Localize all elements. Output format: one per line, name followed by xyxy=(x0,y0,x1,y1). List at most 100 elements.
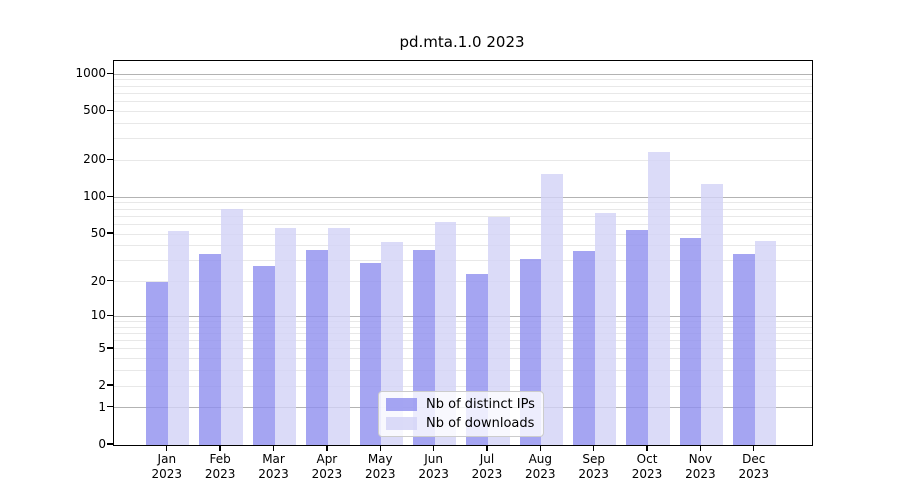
minor-gridline xyxy=(114,79,812,81)
bar-downloads-oct xyxy=(648,151,670,445)
chart-title: pd.mta.1.0 2023 xyxy=(399,33,525,51)
minor-gridline xyxy=(114,358,812,360)
major-gridline xyxy=(114,315,812,317)
x-tick-mark xyxy=(753,446,755,451)
x-tick-label: Jan 2023 xyxy=(151,452,183,481)
y-tick-label: 0 xyxy=(98,437,106,451)
legend-entry-downloads: Nb of downloads xyxy=(386,416,543,431)
bar-downloads-jul xyxy=(487,217,510,445)
y-tick-mark xyxy=(107,109,113,112)
y-tick-mark xyxy=(107,72,113,74)
y-tick-mark xyxy=(107,347,113,349)
y-tick-label: 500 xyxy=(83,103,106,118)
y-tick-mark xyxy=(107,443,113,445)
y-tick-label: 1000 xyxy=(75,66,106,81)
x-tick-label: Nov 2023 xyxy=(685,452,716,481)
major-gridline xyxy=(114,73,812,75)
bar-downloads-nov xyxy=(701,184,724,445)
minor-gridline xyxy=(114,138,812,140)
major-gridline xyxy=(114,196,812,198)
minor-gridline xyxy=(114,233,812,235)
minor-gridline xyxy=(114,340,812,342)
y-tick-label: 20 xyxy=(90,273,106,288)
y-tick-label: 100 xyxy=(83,189,106,204)
legend-label-distinct-ips: Nb of distinct IPs xyxy=(426,397,535,413)
x-tick-mark xyxy=(166,446,168,451)
minor-gridline xyxy=(114,202,812,204)
bar-downloads-jun xyxy=(434,221,457,445)
y-tick-label: 2 xyxy=(98,378,106,393)
x-tick-label: Dec 2023 xyxy=(738,452,770,481)
minor-gridline xyxy=(114,370,812,372)
minor-gridline xyxy=(114,332,812,334)
x-tick-label: Jul 2023 xyxy=(471,452,503,481)
minor-gridline xyxy=(114,122,812,124)
y-tick-mark xyxy=(107,279,113,282)
legend: Nb of distinct IPs Nb of downloads xyxy=(378,391,544,437)
legend-label-downloads: Nb of downloads xyxy=(426,415,535,431)
bar-distinct-ips-apr xyxy=(306,249,328,445)
x-tick-label: Feb 2023 xyxy=(204,452,236,481)
y-tick-mark xyxy=(107,195,113,198)
bar-downloads-jan xyxy=(167,230,190,445)
x-tick-mark xyxy=(379,446,381,451)
plot-area xyxy=(113,60,813,446)
bar-distinct-ips-may xyxy=(359,262,382,445)
x-tick-mark xyxy=(272,446,275,451)
x-tick-label: Oct 2023 xyxy=(631,452,663,481)
y-tick-mark xyxy=(107,158,113,161)
bar-downloads-aug xyxy=(541,174,563,445)
minor-gridline xyxy=(114,215,812,217)
bar-downloads-dec xyxy=(754,240,777,445)
y-tick-mark xyxy=(107,384,113,386)
y-tick-label: 1 xyxy=(98,399,106,414)
x-tick-mark xyxy=(486,446,488,451)
x-tick-mark xyxy=(646,446,648,451)
x-tick-label: Sep 2023 xyxy=(578,452,609,481)
minor-gridline xyxy=(114,348,812,350)
minor-gridline xyxy=(114,208,812,210)
x-tick-label: Aug 2023 xyxy=(525,452,556,481)
bar-distinct-ips-feb xyxy=(199,254,222,445)
legend-swatch-distinct-ips xyxy=(386,398,417,412)
bar-downloads-mar xyxy=(274,228,297,445)
x-tick-label: Jun 2023 xyxy=(418,452,449,481)
bar-distinct-ips-jan xyxy=(146,281,168,445)
minor-gridline xyxy=(114,110,812,112)
minor-gridline xyxy=(114,326,812,328)
y-tick-mark xyxy=(107,406,113,408)
x-tick-mark xyxy=(219,446,221,451)
bar-distinct-ips-mar xyxy=(252,266,275,445)
y-tick-label: 5 xyxy=(98,340,106,355)
minor-gridline xyxy=(114,223,812,225)
minor-gridline xyxy=(114,159,812,161)
x-tick-mark xyxy=(699,446,702,451)
minor-gridline xyxy=(114,85,812,87)
bar-distinct-ips-dec xyxy=(733,254,755,445)
minor-gridline xyxy=(114,245,812,247)
x-tick-label: Mar 2023 xyxy=(258,452,289,481)
bar-downloads-feb xyxy=(221,209,243,445)
minor-gridline xyxy=(114,385,812,387)
x-tick-label: Apr 2023 xyxy=(311,452,343,481)
minor-gridline xyxy=(114,281,812,283)
bar-distinct-ips-oct xyxy=(626,229,649,445)
bar-downloads-apr xyxy=(327,228,350,445)
y-tick-mark xyxy=(107,314,113,317)
y-tick-mark xyxy=(107,232,113,234)
minor-gridline xyxy=(114,260,812,262)
bar-distinct-ips-nov xyxy=(679,238,702,445)
minor-gridline xyxy=(114,320,812,322)
legend-entry-distinct-ips: Nb of distinct IPs xyxy=(386,397,543,412)
minor-gridline xyxy=(114,101,812,103)
bar-distinct-ips-sep xyxy=(572,251,595,445)
x-tick-mark xyxy=(432,446,435,451)
x-tick-mark xyxy=(592,446,595,451)
x-tick-label: May 2023 xyxy=(364,452,396,481)
bar-downloads-sep xyxy=(594,213,617,445)
y-tick-label: 10 xyxy=(90,308,106,323)
minor-gridline xyxy=(114,92,812,94)
y-tick-label: 50 xyxy=(90,226,106,241)
legend-swatch-downloads xyxy=(386,416,417,430)
